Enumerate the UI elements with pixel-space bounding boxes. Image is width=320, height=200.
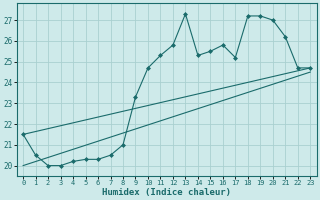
X-axis label: Humidex (Indice chaleur): Humidex (Indice chaleur) — [102, 188, 231, 197]
